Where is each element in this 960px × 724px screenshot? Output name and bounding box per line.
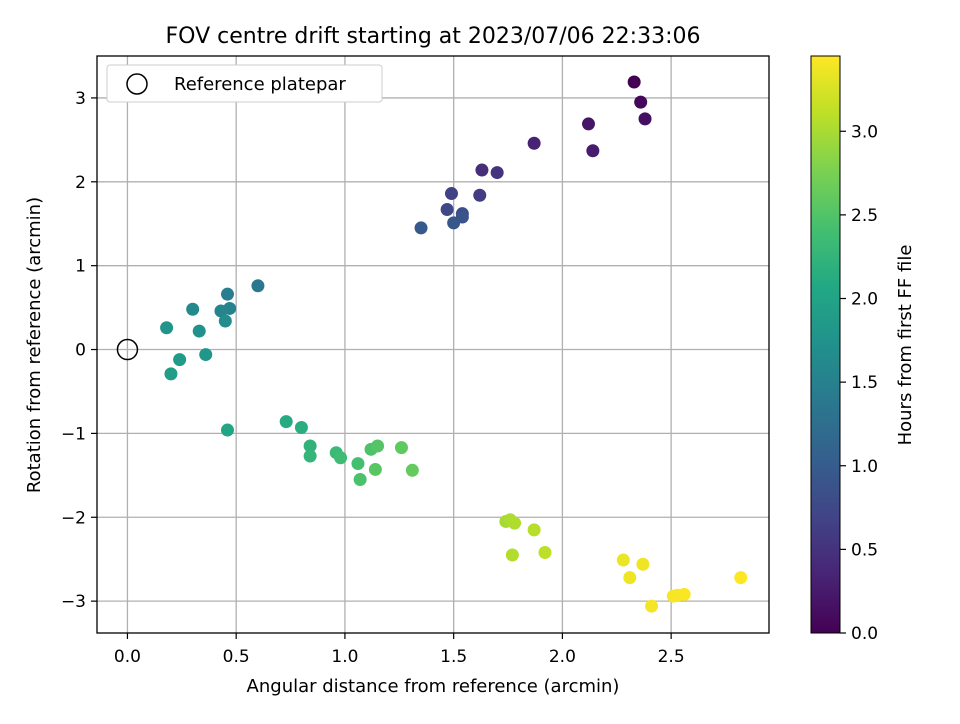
- y-tick-label: 1: [75, 257, 86, 277]
- colorbar: [810, 55, 841, 634]
- data-point: [623, 571, 637, 585]
- x-tick-label: 1.0: [331, 647, 358, 667]
- colorbar-ticks: 0.0 0.5 1.0 1.5 2.0 2.5 3.0: [840, 122, 878, 644]
- data-point: [173, 353, 187, 367]
- data-point: [251, 279, 265, 293]
- colorbar-tick-label: 1.5: [851, 373, 878, 393]
- data-point: [160, 321, 174, 335]
- data-point: [164, 367, 178, 381]
- data-point: [627, 75, 641, 89]
- data-point: [734, 571, 748, 585]
- data-point: [634, 95, 648, 109]
- data-point: [294, 421, 308, 435]
- data-point: [303, 439, 317, 453]
- x-tick-label: 0.0: [114, 647, 141, 667]
- data-point: [645, 599, 659, 613]
- x-axis-label: Angular distance from reference (arcmin): [247, 676, 620, 697]
- reference-platepar-marker: [116, 338, 139, 361]
- data-point: [538, 545, 552, 559]
- y-tick-label: −2: [61, 508, 86, 528]
- x-axis-ticks: 0.0 0.5 1.0 1.5 2.0 2.5: [114, 633, 685, 667]
- data-point: [638, 112, 652, 126]
- colorbar-label: Hours from first FF file: [895, 245, 916, 446]
- data-point: [220, 287, 234, 301]
- x-tick-label: 0.5: [223, 647, 250, 667]
- data-point: [473, 188, 487, 202]
- x-tick-label: 2.5: [658, 647, 685, 667]
- data-point: [199, 348, 213, 362]
- data-point: [303, 449, 317, 463]
- data-point: [444, 187, 458, 201]
- data-point: [414, 221, 428, 235]
- data-point: [616, 553, 630, 567]
- colorbar-tick-label: 3.0: [851, 122, 878, 142]
- plot-area-frame: [96, 55, 770, 634]
- data-points: [116, 75, 748, 613]
- colorbar-tick-label: 0.5: [851, 540, 878, 560]
- data-point: [353, 473, 367, 487]
- data-point: [371, 439, 385, 453]
- legend-label: Reference platepar: [174, 74, 346, 95]
- data-point: [677, 587, 691, 601]
- legend-marker-circle: [126, 73, 148, 95]
- y-tick-label: 2: [75, 173, 86, 193]
- data-point: [279, 415, 293, 429]
- y-axis-ticks: −3 −2 −1 0 1 2 3: [61, 89, 97, 612]
- x-tick-label: 2.0: [549, 647, 576, 667]
- data-point: [440, 202, 454, 216]
- chart-title: FOV centre drift starting at 2023/07/06 …: [166, 24, 701, 49]
- colorbar-tick-label: 2.5: [851, 206, 878, 226]
- y-tick-label: −1: [61, 424, 86, 444]
- data-point: [192, 324, 206, 338]
- legend: Reference platepar: [106, 64, 383, 103]
- colorbar-tick-label: 0.0: [851, 624, 878, 644]
- x-tick-label: 1.5: [440, 647, 467, 667]
- data-point: [220, 423, 234, 437]
- data-point: [186, 302, 200, 316]
- legend-box: [106, 64, 383, 103]
- data-point: [394, 441, 408, 455]
- data-point: [334, 451, 348, 465]
- data-point: [527, 136, 541, 150]
- data-point: [586, 144, 600, 158]
- y-axis-label: Rotation from reference (arcmin): [24, 197, 45, 493]
- data-point: [490, 166, 504, 180]
- y-tick-label: −3: [61, 592, 86, 612]
- y-tick-label: 3: [75, 89, 86, 109]
- data-point: [475, 163, 489, 177]
- data-point: [505, 548, 519, 562]
- data-point: [508, 516, 522, 530]
- data-point: [527, 523, 541, 537]
- colorbar-tick-label: 2.0: [851, 290, 878, 310]
- y-tick-label: 0: [75, 341, 86, 361]
- data-point: [447, 216, 461, 230]
- data-point: [405, 463, 419, 477]
- colorbar-tick-label: 1.0: [851, 457, 878, 477]
- data-point: [214, 304, 228, 318]
- data-point: [636, 557, 650, 571]
- data-point: [581, 117, 595, 131]
- data-point: [351, 457, 365, 471]
- grid-lines: [97, 56, 769, 633]
- data-point: [218, 314, 232, 328]
- data-point: [368, 462, 382, 476]
